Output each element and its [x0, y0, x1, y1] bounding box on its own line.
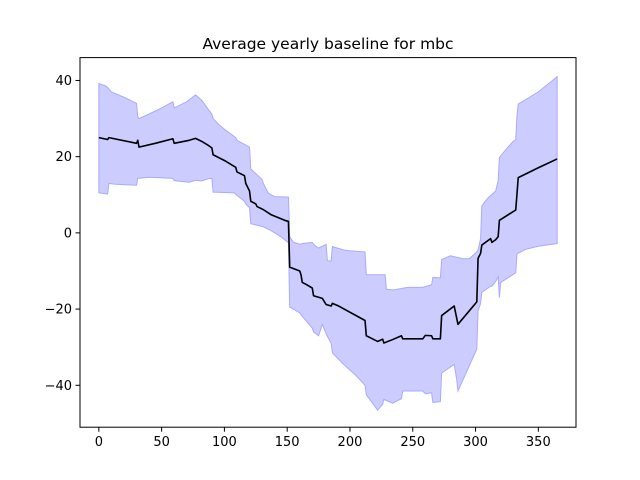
y-tick-label: 40	[55, 74, 72, 89]
y-tick-label: 0	[64, 226, 72, 241]
x-tick-label: 300	[463, 435, 488, 450]
x-tick-label: 100	[212, 435, 237, 450]
confidence-band-layer	[98, 75, 558, 411]
plot-frame	[79, 57, 577, 428]
confidence-band	[98, 75, 558, 411]
y-tick-label: −20	[45, 303, 72, 318]
x-tick-label: 50	[153, 435, 170, 450]
y-tick-label: −40	[45, 379, 72, 394]
x-tick-label: 250	[400, 435, 425, 450]
baseline-line	[98, 136, 558, 344]
y-axis: −40 −20 0 20 40	[45, 74, 80, 394]
y-tick-label: 20	[55, 150, 72, 165]
x-axis: 0 50 100 150 200 250 300 350	[95, 427, 551, 450]
x-tick-label: 200	[338, 435, 363, 450]
x-tick-label: 350	[526, 435, 551, 450]
x-tick-label: 0	[95, 435, 103, 450]
baseline-line-layer	[98, 136, 558, 344]
x-tick-label: 150	[275, 435, 300, 450]
chart-title: Average yearly baseline for mbc	[202, 35, 453, 53]
